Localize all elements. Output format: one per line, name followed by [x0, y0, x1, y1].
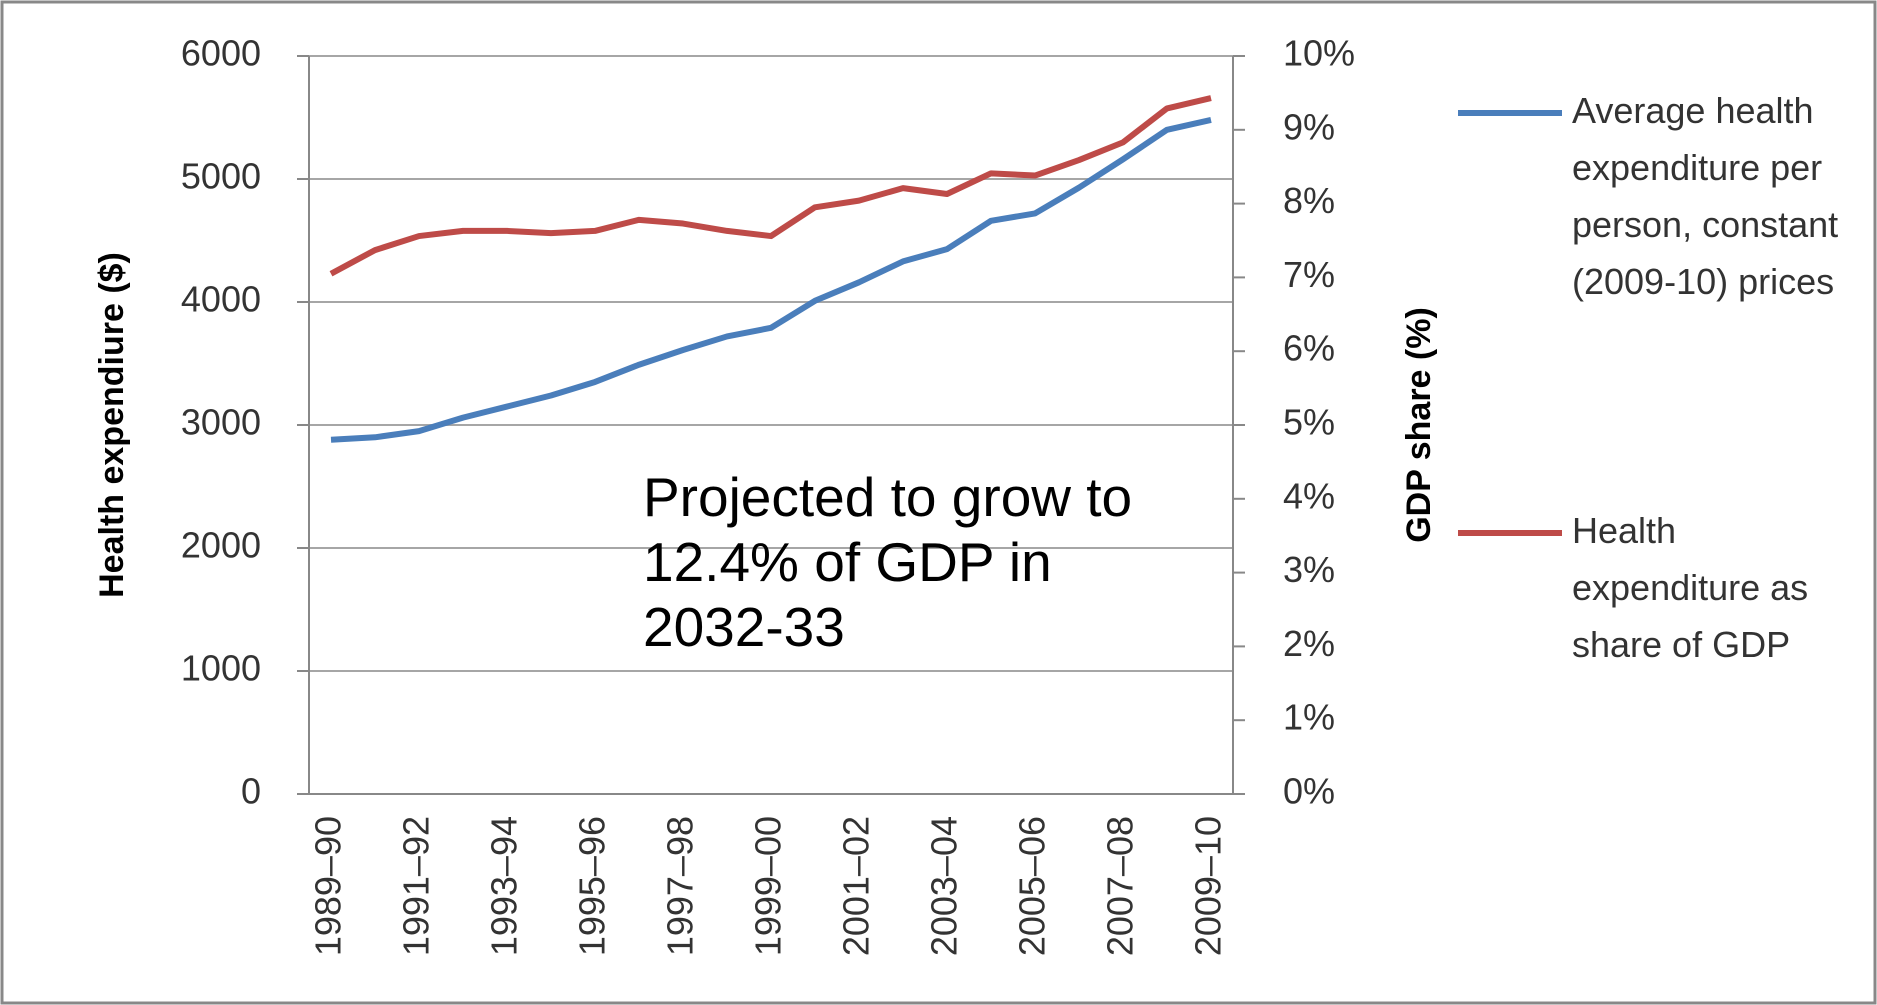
x-tick-label: 2007–08: [1100, 816, 1141, 956]
y2-tick-label: 2%: [1283, 623, 1335, 664]
y2-tick-label: 7%: [1283, 254, 1335, 295]
y-tick-label: 1000: [181, 648, 261, 689]
x-tick-label: 1991–92: [396, 816, 437, 956]
series-line: [329, 95, 1212, 277]
legend-label: Average health expenditure per person, c…: [1572, 90, 1839, 302]
x-tick-label: 2005–06: [1012, 816, 1053, 956]
y-tick-label: 6000: [181, 33, 261, 74]
y-tick-label: 4000: [181, 279, 261, 320]
annotation: Projected to grow to 12.4% of GDP in 203…: [643, 466, 1133, 658]
y2-tick-label: 10%: [1283, 33, 1355, 74]
x-tick-label: 2009–10: [1188, 816, 1229, 956]
y2-tick-label: 8%: [1283, 180, 1335, 221]
y2-axis-title: GDP share (%): [1400, 307, 1438, 543]
y2-tick-label: 5%: [1283, 402, 1335, 443]
y2-tick-label: 6%: [1283, 328, 1335, 369]
x-tick-label: 2003–04: [924, 816, 965, 956]
y2-tick-label: 3%: [1283, 549, 1335, 590]
y-tick-label: 2000: [181, 525, 261, 566]
y-axis-title: Health expendiure ($): [93, 252, 131, 598]
y2-tick-label: 4%: [1283, 475, 1335, 516]
y-tick-label: 3000: [181, 402, 261, 443]
y2-tick-label: 9%: [1283, 106, 1335, 147]
series-line: [330, 117, 1212, 443]
x-tick-label: 1999–00: [748, 816, 789, 956]
x-tick-label: 1989–90: [308, 816, 349, 956]
legend-entry: Average health expenditure per person, c…: [1458, 86, 1872, 310]
x-tick-label: 1995–96: [572, 816, 613, 956]
y2-tick-label: 0%: [1283, 771, 1335, 812]
legend-swatch: [1458, 110, 1562, 116]
x-tick-label: 1997–98: [660, 816, 701, 956]
y2-tick-label: 1%: [1283, 697, 1335, 738]
x-tick-label: 1993–94: [484, 816, 525, 956]
y-tick-label: 0: [241, 771, 261, 812]
x-tick-label: 2001–02: [836, 816, 877, 956]
legend-swatch: [1458, 530, 1562, 536]
legend-label: Health expenditure as share of GDP: [1572, 510, 1809, 665]
legend-entry: Health expenditure as share of GDP: [1458, 506, 1872, 673]
y-tick-label: 5000: [181, 156, 261, 197]
